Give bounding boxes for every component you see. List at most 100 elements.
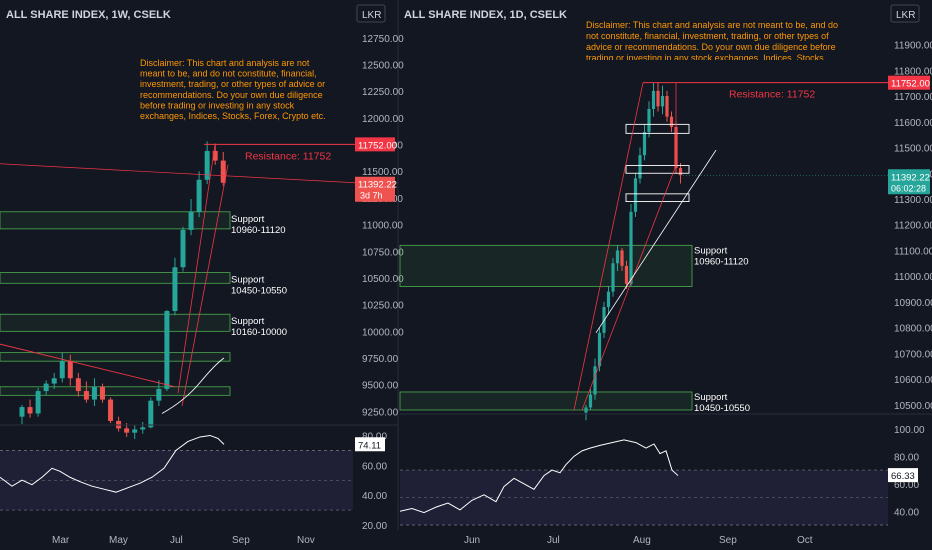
right-chart-panel[interactable]: 11900.00 11800.00 11700.00 11600.00 11500.00… — [399, 4, 932, 546]
candle[interactable] — [651, 83, 656, 117]
channel-line — [581, 165, 677, 411]
candle[interactable] — [204, 141, 210, 185]
support-range: 10960-11120 — [694, 256, 749, 267]
rsi-axis-label: 80.00 — [362, 431, 387, 442]
candle[interactable] — [164, 309, 170, 392]
trend-line — [0, 343, 176, 388]
price-axis-label: 10600.00 — [894, 375, 932, 386]
candle[interactable] — [212, 143, 218, 165]
candle[interactable] — [172, 257, 178, 316]
candle[interactable] — [51, 372, 57, 389]
candle[interactable] — [588, 389, 593, 410]
time-axis-label: Jun — [464, 535, 480, 546]
currency-label: LKR — [896, 10, 915, 21]
candle-body — [593, 366, 597, 395]
candle[interactable] — [665, 90, 669, 122]
candle[interactable] — [132, 425, 138, 440]
candle[interactable] — [148, 397, 154, 429]
price-axis-label: 11600.00 — [894, 118, 932, 129]
price-axis-label: 10500.00 — [362, 274, 404, 285]
candle[interactable] — [620, 247, 624, 272]
resistance-price-tag — [888, 75, 930, 90]
rsi-value-tag — [355, 437, 385, 452]
candle-body — [660, 96, 665, 107]
chart-title: ALL SHARE INDEX, 1D, CSELK — [404, 9, 567, 21]
candle[interactable] — [660, 85, 665, 115]
price-axis-label: 10800.00 — [894, 324, 932, 335]
candle[interactable] — [669, 111, 674, 133]
time-axis-label: Jul — [170, 535, 183, 546]
candle-body — [588, 394, 593, 408]
currency-badge[interactable] — [890, 4, 920, 23]
rsi-value-text: 66.33 — [891, 471, 915, 482]
candle[interactable] — [43, 380, 49, 396]
disclaimer-line: advice or recommendations. Do your own d… — [586, 42, 836, 52]
candle[interactable] — [584, 404, 588, 421]
price-axis-label: 11700.00 — [894, 92, 932, 103]
candle[interactable] — [75, 372, 81, 397]
support-title: Support — [231, 275, 265, 286]
candle-body — [642, 132, 647, 156]
candle[interactable] — [83, 381, 89, 403]
currency-badge[interactable] — [356, 4, 386, 23]
rsi-axis-label: 60.00 — [362, 461, 387, 472]
channel-line — [573, 82, 644, 411]
candle[interactable] — [180, 226, 186, 272]
bar-countdown: 06:02:28 — [891, 183, 926, 193]
candle[interactable] — [647, 101, 651, 138]
candle[interactable] — [615, 245, 620, 272]
candle[interactable] — [108, 397, 114, 424]
candle[interactable] — [611, 258, 615, 297]
support-range: 10960-11120 — [231, 225, 286, 236]
support-range: 10450-10550 — [694, 403, 750, 414]
candle[interactable] — [27, 399, 33, 418]
candle[interactable] — [140, 422, 146, 434]
trend-line — [595, 149, 717, 334]
rsi-axis-label: 100.00 — [894, 425, 925, 436]
candle[interactable] — [91, 378, 97, 406]
candle[interactable] — [19, 404, 25, 425]
time-axis-label: Sep — [719, 535, 737, 546]
candle[interactable] — [156, 380, 162, 406]
candle-body — [59, 361, 65, 379]
candle-body — [606, 291, 611, 308]
candle-body — [678, 168, 683, 176]
candle[interactable] — [188, 198, 194, 236]
candle[interactable] — [220, 152, 226, 187]
time-axis-label: May — [109, 535, 128, 546]
candle[interactable] — [642, 124, 647, 161]
candle-body — [188, 211, 194, 230]
candle-body — [100, 386, 105, 400]
last-price-text: 11392.22 — [891, 172, 930, 183]
rsi-line — [0, 434, 225, 493]
candle[interactable] — [606, 286, 611, 315]
candle-body — [669, 116, 674, 127]
rsi-line — [399, 439, 679, 514]
candle[interactable] — [59, 352, 65, 383]
candle[interactable] — [35, 387, 41, 417]
time-axis-label: Sep — [232, 535, 250, 546]
candle-body — [620, 250, 624, 266]
candle[interactable] — [100, 383, 105, 403]
price-axis-label: 12500.00 — [362, 61, 404, 72]
price-axis-label: 11900.00 — [894, 41, 932, 52]
candle[interactable] — [633, 173, 638, 217]
candle[interactable] — [196, 171, 202, 218]
candle[interactable] — [624, 260, 629, 290]
disclaimer-line: exchanges, Indices, Stocks, Forex, Crypt… — [140, 111, 326, 121]
candle-body — [629, 211, 633, 284]
price-axis-label: 12000.00 — [362, 114, 404, 125]
candle-body — [19, 407, 25, 417]
support-zone — [0, 313, 231, 332]
candle[interactable] — [629, 204, 633, 287]
resistance-tag-text: 11752.00 — [358, 140, 397, 151]
candle[interactable] — [593, 358, 597, 400]
candle[interactable] — [656, 82, 660, 112]
time-axis-label: Mar — [52, 535, 70, 546]
rsi-axis-label: 60.00 — [894, 480, 919, 491]
left-chart-panel[interactable]: 12750.0012500.0012250.0012000.0011750.00… — [0, 4, 404, 546]
candle[interactable] — [67, 354, 73, 386]
candle-body — [108, 399, 114, 421]
